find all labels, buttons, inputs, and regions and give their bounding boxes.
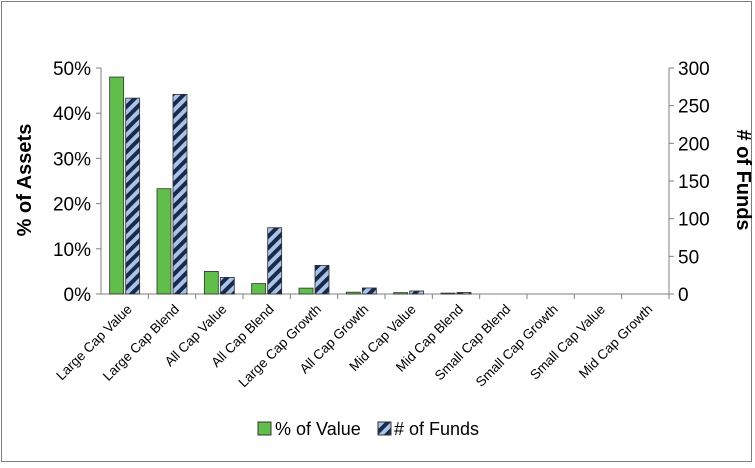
- bar-value: [156, 188, 172, 295]
- bar-funds: [361, 287, 377, 295]
- legend: % of Value # of Funds: [257, 419, 479, 439]
- y2-tick-label: 50: [678, 247, 699, 268]
- y-tick-label: 40%: [53, 104, 91, 125]
- y2-tick-label: 0: [678, 285, 689, 306]
- y-tick-label: 50%: [53, 59, 91, 80]
- y-tick-label: 0%: [64, 285, 92, 306]
- y2-tick-label: 200: [678, 134, 710, 155]
- legend-swatch-funds: [377, 421, 392, 436]
- bar-value: [345, 291, 361, 295]
- bar-chart: 0% 10% 20% 30% 40% 50% 0 50 100 150 200 250 300 Larg…: [14, 59, 754, 439]
- category-label: Small Cap Growth: [473, 302, 561, 390]
- bar-funds: [456, 292, 472, 295]
- bar-funds: [267, 227, 283, 295]
- legend-swatch-value: [257, 421, 272, 436]
- y-axis-title: % of Assets: [14, 124, 36, 237]
- bar-value: [109, 76, 125, 295]
- bar-value: [251, 283, 267, 295]
- bar-funds: [314, 264, 330, 295]
- y-tick-label: 20%: [53, 195, 91, 216]
- legend-label-value: % of Value: [275, 419, 361, 439]
- bar-funds: [219, 277, 235, 295]
- y-tick-label: 10%: [53, 240, 91, 261]
- bars-group: [109, 76, 472, 295]
- bar-value: [203, 270, 219, 295]
- y2-tick-label: 250: [678, 97, 710, 118]
- y2-axis-title: # of Funds: [732, 129, 753, 230]
- bar-value: [440, 292, 456, 295]
- y-tick-label: 30%: [53, 149, 91, 170]
- bar-value: [393, 292, 409, 295]
- category-label: Large Cap Growth: [236, 302, 325, 391]
- bar-funds: [172, 93, 188, 295]
- y2-tick-label: 150: [678, 172, 710, 193]
- legend-label-funds: # of Funds: [394, 419, 479, 439]
- bar-funds: [409, 290, 425, 295]
- y2-tick-label: 100: [678, 210, 710, 231]
- bar-value: [298, 287, 314, 295]
- axes-group: 0% 10% 20% 30% 40% 50% 0 50 100 150 200 250 300: [53, 59, 710, 306]
- y2-tick-label: 300: [678, 59, 710, 80]
- bar-funds: [125, 97, 141, 295]
